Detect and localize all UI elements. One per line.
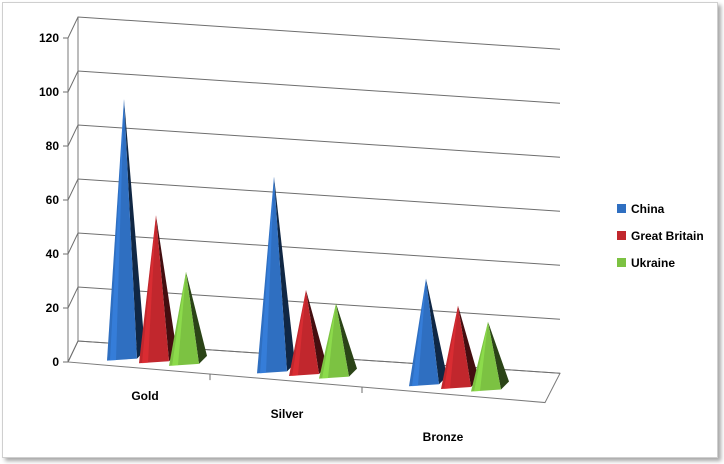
y-tick-label: 120 [39,31,59,45]
category-labels: Gold Silver Bronze [131,389,463,444]
pyramid-great-britain-bronze [441,305,479,389]
gridline-120 [67,16,561,50]
legend-swatch [617,258,626,267]
pyramid-china-silver [257,176,295,374]
gridline-40 [67,232,561,266]
legend-swatch [617,204,626,213]
y-tick-label: 20 [46,301,60,315]
pyramid-great-britain-gold [139,215,177,364]
legend-label: China [631,202,665,216]
y-tick-label: 0 [52,355,59,369]
y-tick-label: 80 [46,139,60,153]
legend-swatch [617,231,626,240]
legend-label: Great Britain [631,229,704,243]
y-tick-label: 60 [46,193,60,207]
legend-label: Ukraine [631,256,675,270]
gridline-100 [67,70,561,104]
category-label-gold: Gold [131,389,158,403]
pyramid-china-gold [107,99,145,361]
gridline-60 [67,178,561,212]
category-label-bronze: Bronze [423,430,464,444]
pyramid-ukraine-bronze [471,321,509,392]
pyramid-ukraine-gold [169,271,207,366]
gridline-80 [67,124,561,158]
y-tick-label: 40 [46,247,60,261]
pyramid-marks [107,99,509,392]
category-label-silver: Silver [271,407,304,421]
legend-item-ukraine: Ukraine [617,256,675,270]
y-tick-label: 100 [39,85,59,99]
gridline-20 [67,286,561,320]
legend: China Great Britain Ukraine [617,202,704,270]
legend-item-china: China [617,202,665,216]
gridlines [67,16,561,374]
pyramid-china-bronze [409,278,447,387]
legend-item-great-britain: Great Britain [617,229,704,243]
pyramid-ukraine-silver [319,303,357,379]
y-axis-ticks: 0 20 40 60 80 100 120 [39,31,68,369]
pyramid-great-britain-silver [289,290,327,377]
gridline-0 [67,340,561,374]
